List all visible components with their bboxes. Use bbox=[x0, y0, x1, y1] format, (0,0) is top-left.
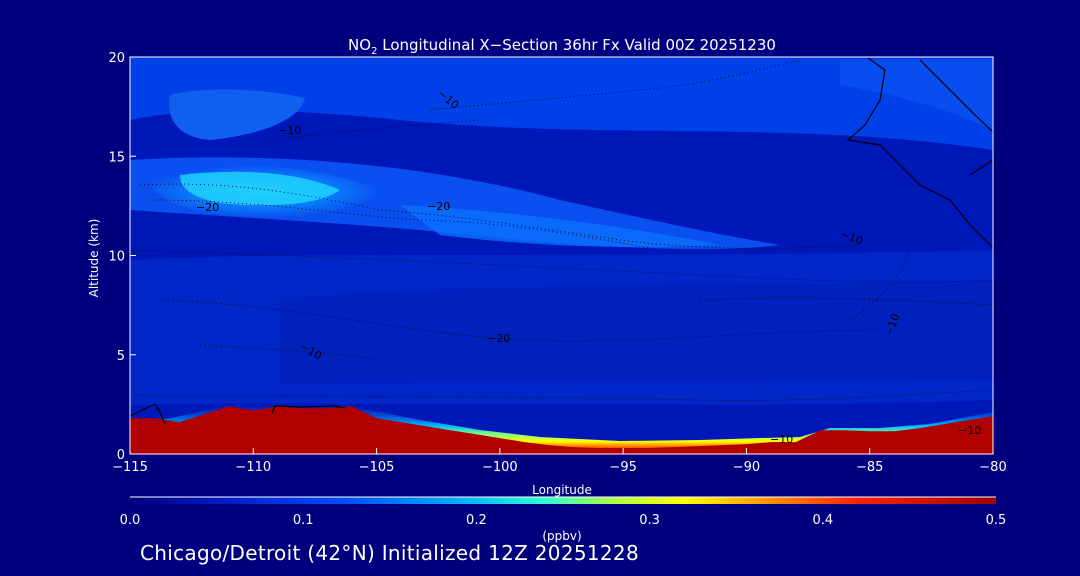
contour-label: −20 bbox=[487, 332, 510, 345]
x-tick-label: −95 bbox=[609, 460, 636, 475]
colorbar-ticks: 0.0 0.1 0.2 0.3 0.4 0.5 bbox=[120, 513, 1007, 528]
x-axis-label: Longitude bbox=[532, 483, 592, 497]
colorbar-tick-label: 0.1 bbox=[293, 513, 314, 528]
terrain-layer bbox=[130, 406, 993, 454]
x-tick-label: −80 bbox=[979, 460, 1006, 475]
y-tick-label: 5 bbox=[117, 349, 125, 364]
colorbar-tick-label: 0.4 bbox=[812, 513, 833, 528]
y-axis-label: Altitude (km) bbox=[87, 219, 101, 298]
colorbar-unit-label: (ppbv) bbox=[542, 529, 581, 543]
y-axis: 0 5 10 15 20 bbox=[108, 51, 136, 463]
x-tick-label: −105 bbox=[359, 460, 395, 475]
x-tick-label: −90 bbox=[733, 460, 760, 475]
colorbar-tick-label: 0.2 bbox=[466, 513, 487, 528]
x-tick-label: −100 bbox=[482, 460, 518, 475]
solid-contours bbox=[130, 57, 993, 425]
chart-title: NO2 Longitudinal X−Section 36hr Fx Valid… bbox=[348, 36, 776, 57]
colorbar-tick-label: 0.3 bbox=[639, 513, 660, 528]
x-tick-label: −110 bbox=[235, 460, 271, 475]
y-tick-label: 10 bbox=[108, 250, 125, 265]
colorbar bbox=[130, 497, 996, 504]
y-tick-label: 20 bbox=[108, 51, 125, 66]
y-tick-label: 0 bbox=[117, 448, 125, 463]
x-tick-label: −85 bbox=[856, 460, 883, 475]
contour-label: −10 bbox=[278, 124, 301, 137]
title-subscript: 2 bbox=[371, 46, 377, 57]
contour-label: −10 bbox=[770, 433, 793, 446]
colorbar-tick-label: 0.0 bbox=[120, 513, 141, 528]
contour-label: −20 bbox=[196, 201, 219, 214]
x-axis: −115 −110 −105 −100 −95 −90 −85 −80 bbox=[112, 448, 1007, 475]
y-tick-label: 15 bbox=[108, 150, 125, 165]
contour-lines bbox=[130, 59, 993, 401]
contour-label: −20 bbox=[427, 200, 450, 213]
concentration-field: −10 −10 −20 −20 −20 −10 −10 −10 −10 −10 bbox=[130, 57, 993, 454]
x-tick-label: −115 bbox=[112, 460, 148, 475]
footer-caption: Chicago/Detroit (42°N) Initialized 12Z 2… bbox=[140, 541, 639, 565]
colorbar-tick-label: 0.5 bbox=[986, 513, 1007, 528]
contour-label: −10 bbox=[958, 424, 981, 437]
